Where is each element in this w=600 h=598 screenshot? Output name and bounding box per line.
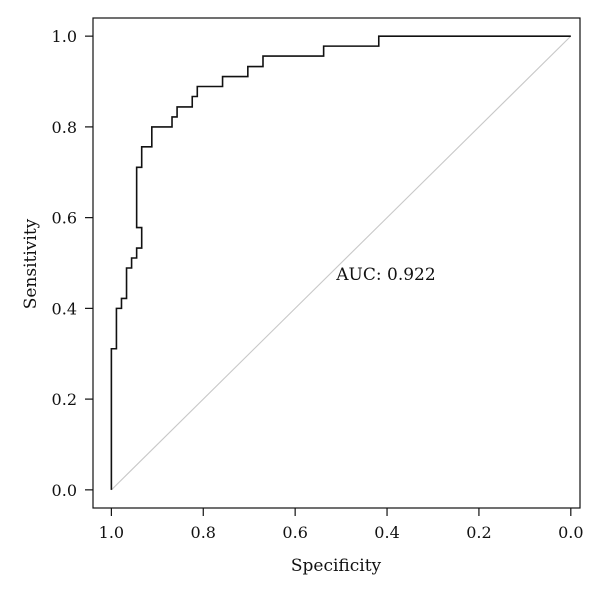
y-tick-label: 0.0 [52, 481, 77, 500]
x-tick-label: 0.6 [282, 523, 307, 542]
axes-layer: 1.0 0.8 0.6 0.4 0.2 0.0 0.0 0.2 0.4 0.6 0.8 1.0 [52, 17, 584, 542]
auc-annotation: AUC: 0.922 [335, 265, 435, 285]
x-axis-title: Specificity [291, 556, 382, 576]
x-tick-label: 1.0 [99, 523, 124, 542]
y-tick-label: 0.4 [52, 299, 77, 318]
x-tick-label: 0.0 [558, 523, 583, 542]
x-tick-label: 0.2 [466, 523, 491, 542]
x-tick-label: 0.4 [374, 523, 399, 542]
roc-curve-line [110, 35, 571, 490]
plot-frame [92, 17, 581, 509]
x-tick-label: 0.8 [191, 523, 216, 542]
series-layer [110, 35, 572, 491]
y-axis-title: Sensitivity [21, 218, 41, 309]
y-tick-label: 0.6 [52, 209, 77, 228]
y-tick-label: 0.8 [52, 118, 77, 137]
y-tick-label: 1.0 [52, 27, 77, 46]
chance-diagonal-line [110, 35, 572, 491]
y-tick-label: 0.2 [52, 390, 77, 409]
